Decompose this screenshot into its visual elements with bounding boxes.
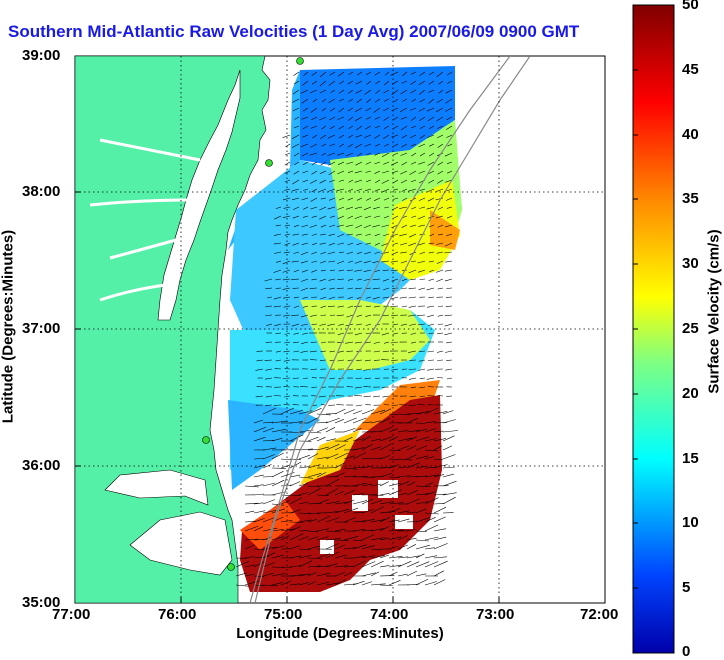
x-tick-label: 73:00: [476, 606, 514, 623]
y-tick-label: 39:00: [22, 47, 60, 64]
y-axis-label: Latitude (Degrees:Minutes): [0, 217, 17, 437]
colorbar-tick-label: 25: [682, 320, 699, 337]
station-marker: [228, 564, 235, 571]
x-axis-label: Longitude (Degrees:Minutes): [75, 625, 605, 642]
station-marker: [203, 437, 210, 444]
colorbar: [633, 5, 674, 653]
y-tick-label: 35:00: [22, 594, 60, 611]
x-tick-label: 75:00: [264, 606, 302, 623]
x-tick-label: 72:00: [580, 606, 618, 623]
colorbar-tick-label: 30: [682, 255, 699, 272]
colorbar-tick-label: 45: [682, 61, 699, 78]
colorbar-tick-label: 10: [682, 514, 699, 531]
y-tick-label: 36:00: [22, 457, 60, 474]
colorbar-tick-label: 15: [682, 450, 699, 467]
x-tick-label: 76:00: [158, 606, 196, 623]
y-tick-label: 38:00: [22, 183, 60, 200]
station-marker: [297, 58, 304, 65]
y-tick-label: 37:00: [22, 320, 60, 337]
colorbar-label: Surface Velocity (cm/s): [706, 202, 723, 422]
colorbar-tick-label: 5: [682, 579, 690, 596]
colorbar-tick-label: 35: [682, 190, 699, 207]
colorbar-tick-label: 50: [682, 0, 699, 13]
colorbar-tick-label: 40: [682, 126, 699, 143]
station-marker: [266, 160, 273, 167]
colorbar-tick-label: 20: [682, 385, 699, 402]
x-tick-label: 74:00: [370, 606, 408, 623]
colorbar-tick-label: 0: [682, 643, 690, 660]
